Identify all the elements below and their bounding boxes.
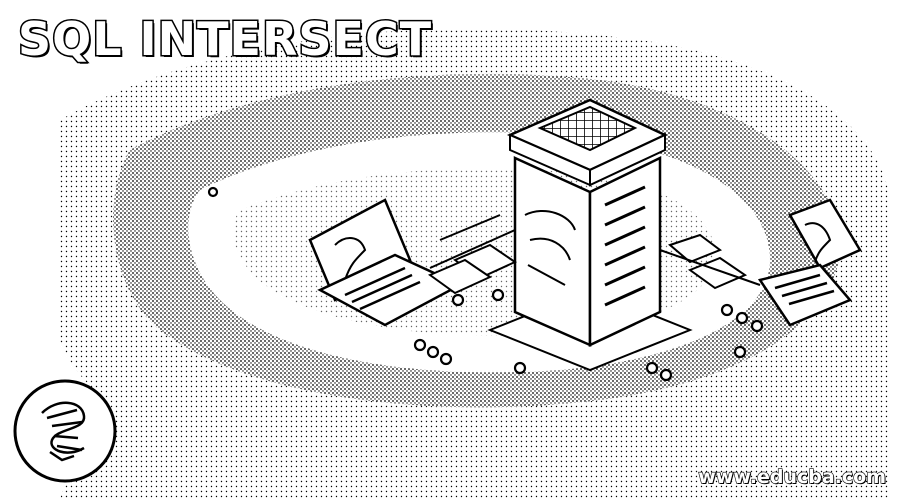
data-panels (427, 233, 748, 295)
laptop-left-icon (308, 198, 463, 327)
server-tower-icon (506, 98, 668, 347)
network-connectors (429, 214, 761, 286)
connector-bubbles (207, 186, 764, 382)
sql-server-logo-icon (13, 379, 117, 483)
laptop-right-icon (757, 198, 862, 327)
watermark-url: www.educba.com (698, 465, 887, 488)
page-title: SQL INTERSECT (16, 11, 433, 68)
